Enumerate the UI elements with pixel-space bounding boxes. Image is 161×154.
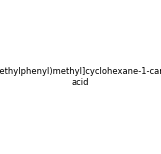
Text: 1-[(3-methylphenyl)methyl]cyclohexane-1-carboxylic acid: 1-[(3-methylphenyl)methyl]cyclohexane-1-… [0, 67, 161, 87]
